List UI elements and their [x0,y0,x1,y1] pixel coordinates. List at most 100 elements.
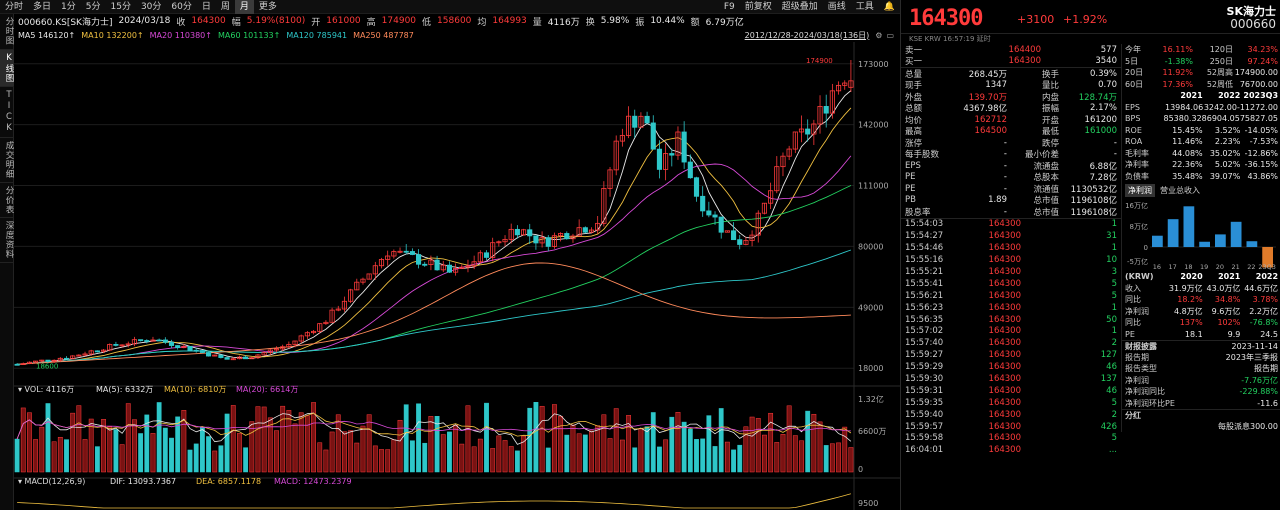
vol-ma5-label: MA(5): 6332万 [96,385,153,394]
side-tab-0[interactable]: 分时图 [0,14,14,50]
candle-body [428,259,434,266]
toolbar-tool-4[interactable]: 工具 [855,1,874,12]
volume-bar [718,408,724,473]
toolbar-tool-0[interactable]: F9 [723,1,735,12]
volume-bar [224,413,230,473]
trade-time: 15:59:57 [905,421,944,432]
period-tab-5[interactable]: 30分 [140,1,162,12]
candle-body [527,229,533,237]
period-tab-10[interactable]: 更多 [258,1,277,12]
candle-body [230,358,236,361]
volume-bar [354,442,360,473]
trade-time: 15:59:30 [905,374,944,385]
trade-time: 15:59:40 [905,409,944,420]
dividend-text: 每股派息300.00 [1218,421,1278,431]
bell-icon[interactable]: 🔔 [883,1,895,12]
profit-tab-1[interactable]: 营业总收入 [1160,186,1200,195]
trade-row: 15:56:21 164300 5 [901,290,1121,302]
volume-bar [366,414,372,473]
volume-bar [539,405,545,473]
profit-bar [1246,241,1258,247]
profit-bar [1183,206,1195,247]
side-tab-1[interactable]: K线图 [0,49,14,87]
report-label: 报告类型 [1125,364,1157,374]
period-tab-6[interactable]: 60分 [171,1,192,12]
candle-body [113,343,119,346]
candle-body [144,340,150,342]
profit-tab-0[interactable]: 净利润 [1125,184,1155,197]
financial-value: 3.52% [1214,125,1241,135]
report-row: 报告期 2023年三季报 [1122,352,1280,364]
report-header: 财报披露 2023-11-14 [1122,340,1280,352]
volume-bar [755,418,761,473]
volume-bar [267,417,273,473]
financial-value: 85380.32 [1163,114,1202,124]
stat-label: EPS [905,160,921,171]
period-tab-4[interactable]: 15分 [110,1,131,12]
toolbar-tool-2[interactable]: 超级叠加 [781,1,818,12]
financial-year: 2022 [1218,91,1241,101]
stat-label-2: 最低 [1041,127,1059,138]
income-label: PE [1125,329,1135,339]
stat-row: 涨停 - 跌停 - [901,137,1121,149]
period-tab-3[interactable]: 5分 [85,1,101,12]
trade-time: 15:59:58 [905,433,944,444]
stat-value-2: - [1113,149,1117,160]
kline-chart[interactable]: 173000 142000 111000 80000 49000 18000 174900 1… [14,42,900,510]
financial-value: -7.53% [1249,137,1279,147]
side-tab-5[interactable]: 深度资料 [0,218,14,263]
volume-bar [57,436,63,473]
side-tab-3[interactable]: 成交明细 [0,138,14,183]
candle-body [33,360,39,363]
report-value: 2023年三季报 [1225,352,1278,362]
stat-value: 4367.98亿 [963,104,1007,115]
candle-body [168,341,175,346]
volume-bar [82,439,88,473]
stat-row: EPS - 流通盘 6.88亿 [901,160,1121,172]
toolbar-tool-1[interactable]: 前复权 [744,1,772,12]
period-tab-1[interactable]: 多日 [33,1,52,12]
ma-value: 487787 [383,30,414,40]
trade-time: 15:54:03 [905,219,944,230]
stat-label-2: 总股本 [1033,173,1059,184]
candle-body [236,356,243,360]
income-value: 31.9万亿 [1168,283,1203,293]
volume-bar [805,410,811,473]
side-tab-4[interactable]: 分价表 [0,183,14,218]
trade-price: 164300 [988,326,1021,337]
volume-bar [842,426,848,473]
period-tab-0[interactable]: 分时 [5,1,24,12]
candle-body [737,239,743,245]
ma-label: MA5 [18,30,36,40]
side-tab-2[interactable]: TICK [0,87,14,138]
profit-tabs: 净利润 营业总收入 [1122,182,1280,199]
candle-body [304,332,310,337]
financial-row: 负债率 35.48% 39.07% 43.86% [1122,171,1280,183]
trade-volume: 1 [1111,219,1117,230]
window-icon[interactable]: ▭ [886,30,894,40]
candle-body [292,340,298,345]
volume-bar [508,446,514,473]
income-header: (KRW) 2020 2021 2022 [1122,271,1280,283]
period-tab-8[interactable]: 周 [220,1,230,12]
candle-body [255,354,261,359]
trade-row: 15:59:27 164300 127 [901,349,1121,361]
candle-body [632,115,638,128]
candle-body [446,264,453,273]
income-year: 2020 [1180,272,1203,282]
gear-icon[interactable]: ⚙ [875,30,883,40]
period-tab-9[interactable]: 月 [234,0,254,14]
date-range-link[interactable]: 2012/12/28-2024/03/18(136日) [744,30,870,40]
candle-body [706,210,712,216]
toolbar-tool-3[interactable]: 画线 [827,1,846,12]
period-tab-2[interactable]: 1分 [61,1,76,12]
income-value: -76.8% [1249,318,1279,328]
candle-body [483,252,490,258]
volume-bar [70,412,76,473]
period-tab-7[interactable]: 日 [201,1,211,12]
open-value: 161000 [326,16,361,26]
open-label: 开 [311,17,321,28]
ma-label: MA20 [149,30,173,40]
volume-bar [737,444,743,473]
candle-body [588,229,595,233]
